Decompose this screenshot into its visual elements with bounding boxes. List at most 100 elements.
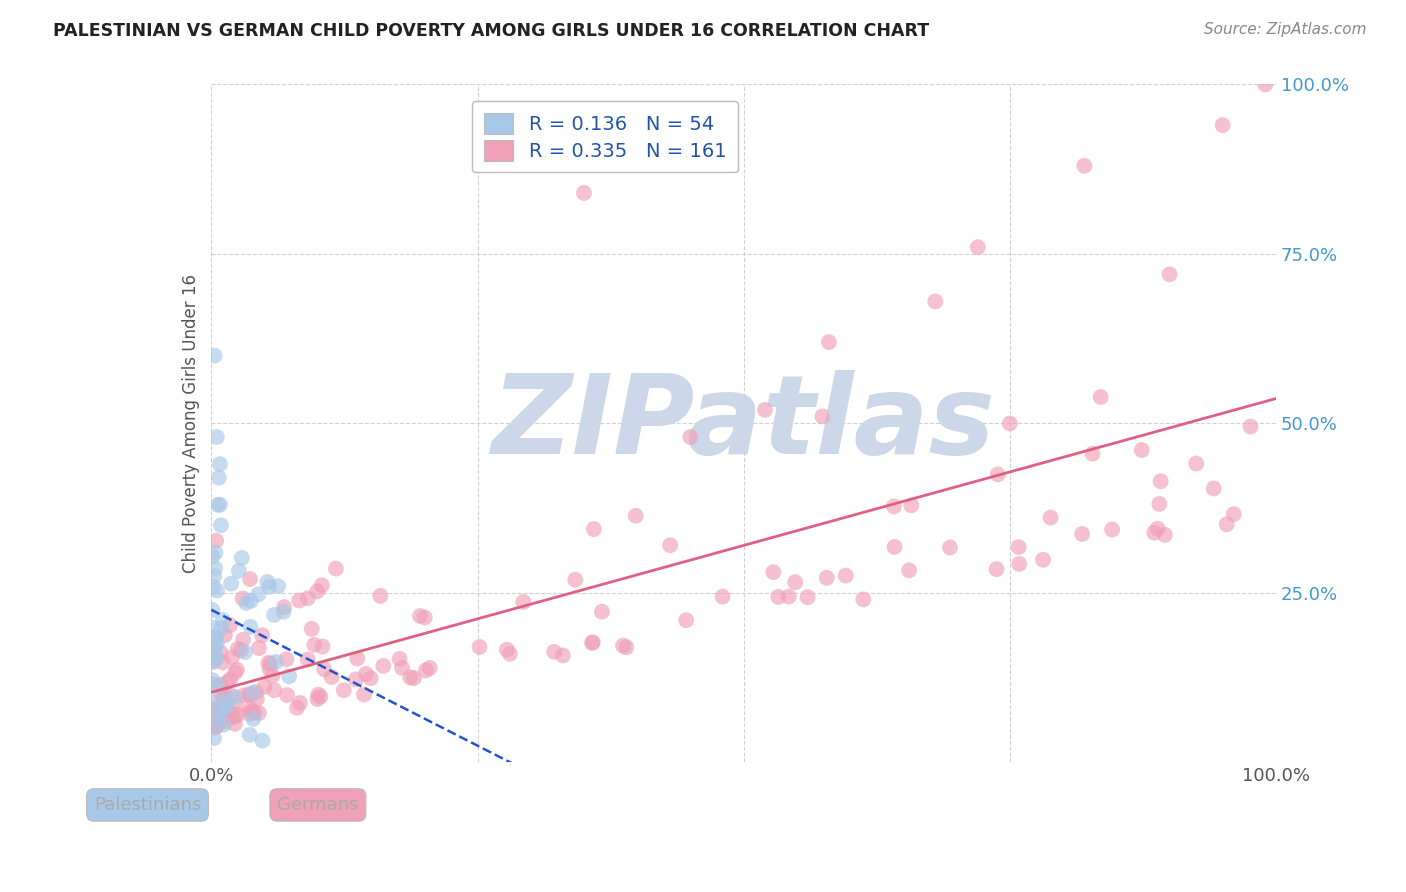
Point xyxy=(201,648,224,663)
Point xyxy=(207,716,229,731)
Point xyxy=(208,471,231,485)
Point xyxy=(239,620,262,634)
Point xyxy=(1073,159,1095,173)
Point xyxy=(219,689,242,703)
Point xyxy=(205,583,228,598)
Point xyxy=(207,699,229,714)
Point xyxy=(297,591,319,606)
Point xyxy=(202,654,225,668)
Point xyxy=(212,708,235,723)
Point xyxy=(201,603,224,617)
Point xyxy=(211,656,233,670)
Point xyxy=(221,650,243,665)
Point xyxy=(314,662,336,676)
Point xyxy=(815,571,838,585)
Point xyxy=(209,621,232,635)
Point xyxy=(551,648,574,663)
Point xyxy=(267,579,290,593)
Point xyxy=(207,498,229,512)
Point xyxy=(1071,527,1094,541)
Point xyxy=(818,335,841,350)
Y-axis label: Child Poverty Among Girls Under 16: Child Poverty Among Girls Under 16 xyxy=(183,274,200,573)
Point xyxy=(214,628,236,642)
Point xyxy=(1254,78,1277,92)
Point xyxy=(201,621,224,635)
Point xyxy=(353,688,375,702)
Point xyxy=(239,702,262,716)
Point xyxy=(413,610,436,624)
Point xyxy=(543,645,565,659)
Point xyxy=(260,657,283,671)
Point xyxy=(221,711,243,725)
Point xyxy=(204,648,226,663)
Legend: R = 0.136   N = 54, R = 0.335   N = 161: R = 0.136 N = 54, R = 0.335 N = 161 xyxy=(472,101,738,172)
Point xyxy=(679,430,702,444)
Point xyxy=(201,719,224,733)
Point xyxy=(204,715,226,730)
Point xyxy=(201,632,224,646)
Point xyxy=(204,349,226,363)
Point xyxy=(232,632,254,647)
Point xyxy=(250,628,273,642)
Point xyxy=(239,688,262,702)
Point xyxy=(582,522,605,536)
Point xyxy=(205,635,228,649)
Point xyxy=(711,590,734,604)
Point xyxy=(468,640,491,654)
Point xyxy=(246,692,269,706)
Point xyxy=(263,683,285,698)
Point xyxy=(247,641,270,656)
Point xyxy=(247,587,270,601)
Point xyxy=(215,705,238,719)
Point xyxy=(219,576,242,591)
Point xyxy=(388,652,411,666)
Point xyxy=(208,457,231,471)
Point xyxy=(370,589,392,603)
Point xyxy=(391,661,413,675)
Point xyxy=(205,719,228,733)
Point xyxy=(1185,457,1208,471)
Point xyxy=(201,695,224,709)
Point xyxy=(1008,557,1031,571)
Point xyxy=(900,499,922,513)
Point xyxy=(238,687,260,701)
Point xyxy=(202,569,225,583)
Point xyxy=(224,665,246,680)
Point xyxy=(939,541,962,555)
Text: Source: ZipAtlas.com: Source: ZipAtlas.com xyxy=(1204,22,1367,37)
Point xyxy=(205,533,228,548)
Point xyxy=(333,683,356,698)
Point xyxy=(202,580,225,594)
Point xyxy=(1212,118,1234,132)
Point xyxy=(1143,525,1166,540)
Point xyxy=(354,667,377,681)
Point xyxy=(1149,497,1171,511)
Point xyxy=(257,580,280,594)
Point xyxy=(344,673,367,687)
Point xyxy=(202,656,225,670)
Point xyxy=(276,688,298,702)
Point xyxy=(201,706,224,720)
Point xyxy=(212,693,235,707)
Point xyxy=(419,661,441,675)
Point xyxy=(311,578,333,592)
Point xyxy=(211,613,233,627)
Point xyxy=(208,498,231,512)
Point xyxy=(215,707,238,722)
Point xyxy=(243,706,266,720)
Point xyxy=(301,622,323,636)
Point xyxy=(564,573,586,587)
Point xyxy=(778,590,800,604)
Point xyxy=(264,655,287,669)
Point xyxy=(811,409,834,424)
Point xyxy=(224,710,246,724)
Point xyxy=(276,652,298,666)
Point xyxy=(201,673,224,687)
Point xyxy=(967,240,990,254)
Point xyxy=(304,638,326,652)
Point xyxy=(1032,553,1054,567)
Point xyxy=(209,518,232,533)
Point xyxy=(796,590,818,604)
Text: Palestinians: Palestinians xyxy=(94,796,201,814)
Point xyxy=(297,652,319,666)
